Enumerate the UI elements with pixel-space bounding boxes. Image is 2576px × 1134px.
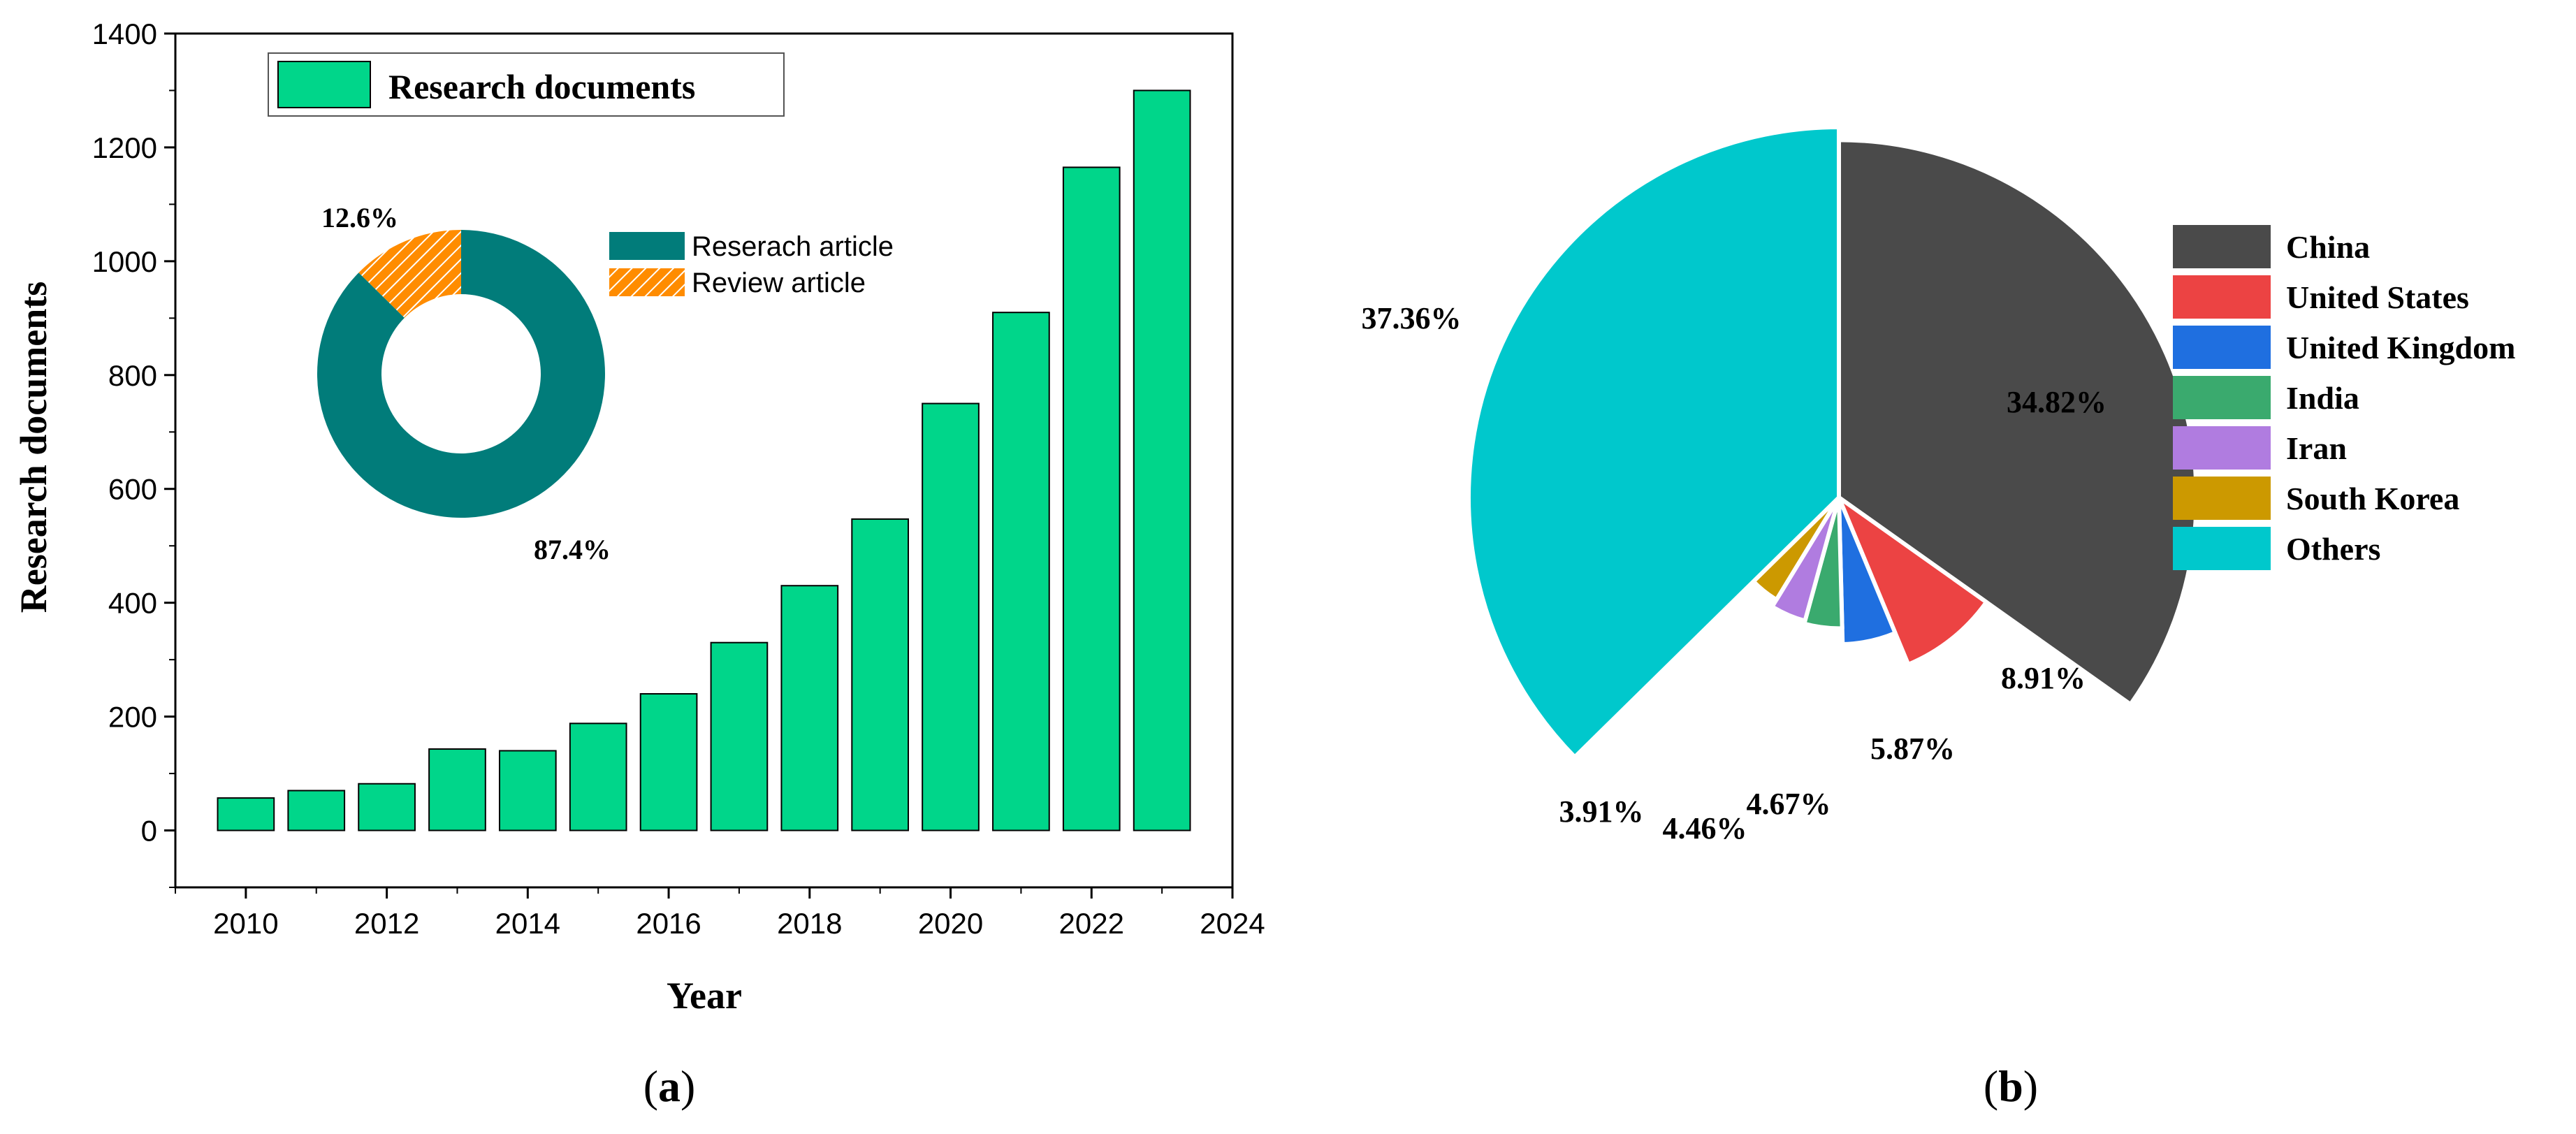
- bar-2022: [1062, 166, 1121, 831]
- bar-2014: [498, 750, 557, 831]
- legend-label-others: Others: [2286, 531, 2380, 567]
- bar-2015: [569, 722, 627, 831]
- legend-label-iran: Iran: [2286, 430, 2347, 466]
- bar-2021: [992, 312, 1050, 831]
- inset-legend: Reserach article Review article: [609, 231, 894, 298]
- legend-swatch-india: [2173, 376, 2271, 419]
- inset-legend-swatch-research-article: [609, 232, 685, 260]
- rose-slices: [1467, 125, 2199, 759]
- panel-label-a: (a): [643, 1061, 696, 1111]
- legend-label-south-korea: South Korea: [2286, 481, 2459, 516]
- legend-swatch-united-states: [2173, 275, 2271, 319]
- legend-label-india: India: [2286, 380, 2359, 416]
- bar-series: [217, 89, 1191, 831]
- x-tick-label: 2012: [354, 907, 419, 940]
- x-tick-label: 2016: [636, 907, 701, 940]
- slice-label-iran: 4.46%: [1663, 811, 1747, 845]
- y-tick-label: 600: [108, 473, 157, 506]
- bar-2011: [287, 790, 346, 831]
- slice-label-india: 4.67%: [1747, 787, 1831, 821]
- inset-legend-label-review-article: Review article: [692, 268, 866, 298]
- legend-swatch-iran: [2173, 426, 2271, 470]
- legend-label-research-documents: Research documents: [388, 67, 695, 106]
- bar-2010: [217, 797, 275, 831]
- slice-label-united-kingdom: 5.87%: [1870, 732, 1955, 766]
- x-axis: 2010 2012 2014 2016 2018 2020 2022 2024: [175, 887, 1265, 940]
- plot-frame: [174, 32, 1234, 889]
- y-axis: 0 200 400 600 800 1000 1200 1400: [92, 17, 175, 888]
- x-tick-label: 2010: [213, 907, 278, 940]
- y-axis-title: Research documents: [13, 282, 54, 613]
- slice-label-china: 34.82%: [2007, 385, 2106, 419]
- legend-label-united-kingdom: United Kingdom: [2286, 330, 2515, 365]
- bar-2012: [358, 783, 416, 831]
- y-tick-label: 200: [108, 701, 157, 734]
- slice-label-others: 37.36%: [1362, 301, 1462, 335]
- donut-label-research-article: 87.4%: [534, 534, 611, 565]
- legend-swatch-united-kingdom: [2173, 326, 2271, 369]
- bar-2019: [851, 518, 910, 831]
- legend: China United States United Kingdom India Ira…: [2173, 225, 2515, 570]
- x-axis-title: Year: [667, 975, 742, 1017]
- legend-swatch-research-documents: [277, 61, 371, 108]
- donut-slice-research-article: [316, 230, 605, 518]
- legend-swatch-others: [2173, 527, 2271, 570]
- donut-label-review-article: 12.6%: [321, 202, 398, 233]
- y-tick-label: 1000: [92, 245, 157, 278]
- bar-2013: [428, 748, 486, 831]
- panel-label-b: (b): [1984, 1061, 2038, 1111]
- slice-united-states: [1837, 495, 1989, 667]
- legend-label-united-states: United States: [2286, 279, 2469, 315]
- x-tick-label: 2022: [1059, 907, 1124, 940]
- x-tick-label: 2014: [495, 907, 560, 940]
- legend: Research documents: [268, 52, 785, 117]
- bar-2016: [639, 693, 698, 831]
- y-tick-label: 400: [108, 587, 157, 620]
- bar-2018: [780, 585, 839, 831]
- slice-label-united-states: 8.91%: [2001, 661, 2086, 695]
- bar-2017: [710, 641, 769, 831]
- panel-b: 34.82% 8.91% 5.87% 4.67%4.46% 3.91% 37.36% Ch…: [1362, 125, 2515, 1111]
- legend-label-china: China: [2286, 229, 2370, 265]
- y-tick-label: 1200: [92, 131, 157, 164]
- slice-others: [1467, 125, 1841, 759]
- x-tick-label: 2024: [1200, 907, 1265, 940]
- slice-united-kingdom: [1837, 495, 1898, 647]
- legend-swatch-south-korea: [2173, 477, 2271, 520]
- inset-legend-swatch-review-article: [609, 268, 685, 296]
- slice-labels: 34.82% 8.91% 5.87% 4.67%4.46% 3.91% 37.36%: [1362, 301, 2107, 845]
- x-tick-label: 2020: [918, 907, 983, 940]
- bar-2023: [1133, 89, 1191, 831]
- y-tick-label: 0: [141, 815, 157, 848]
- y-tick-label: 800: [108, 359, 157, 392]
- bar-2020: [922, 402, 980, 831]
- inset-legend-label-research-article: Reserach article: [692, 231, 894, 262]
- x-tick-label: 2018: [777, 907, 842, 940]
- donut-slice-review-article: [358, 230, 461, 318]
- slice-label-south-korea: 3.91%: [1559, 794, 1644, 829]
- inset-donut: 12.6% 87.4%: [316, 202, 611, 565]
- y-tick-label: 1400: [92, 17, 157, 50]
- slice-china: [1837, 138, 2199, 707]
- legend-swatch-china: [2173, 225, 2271, 268]
